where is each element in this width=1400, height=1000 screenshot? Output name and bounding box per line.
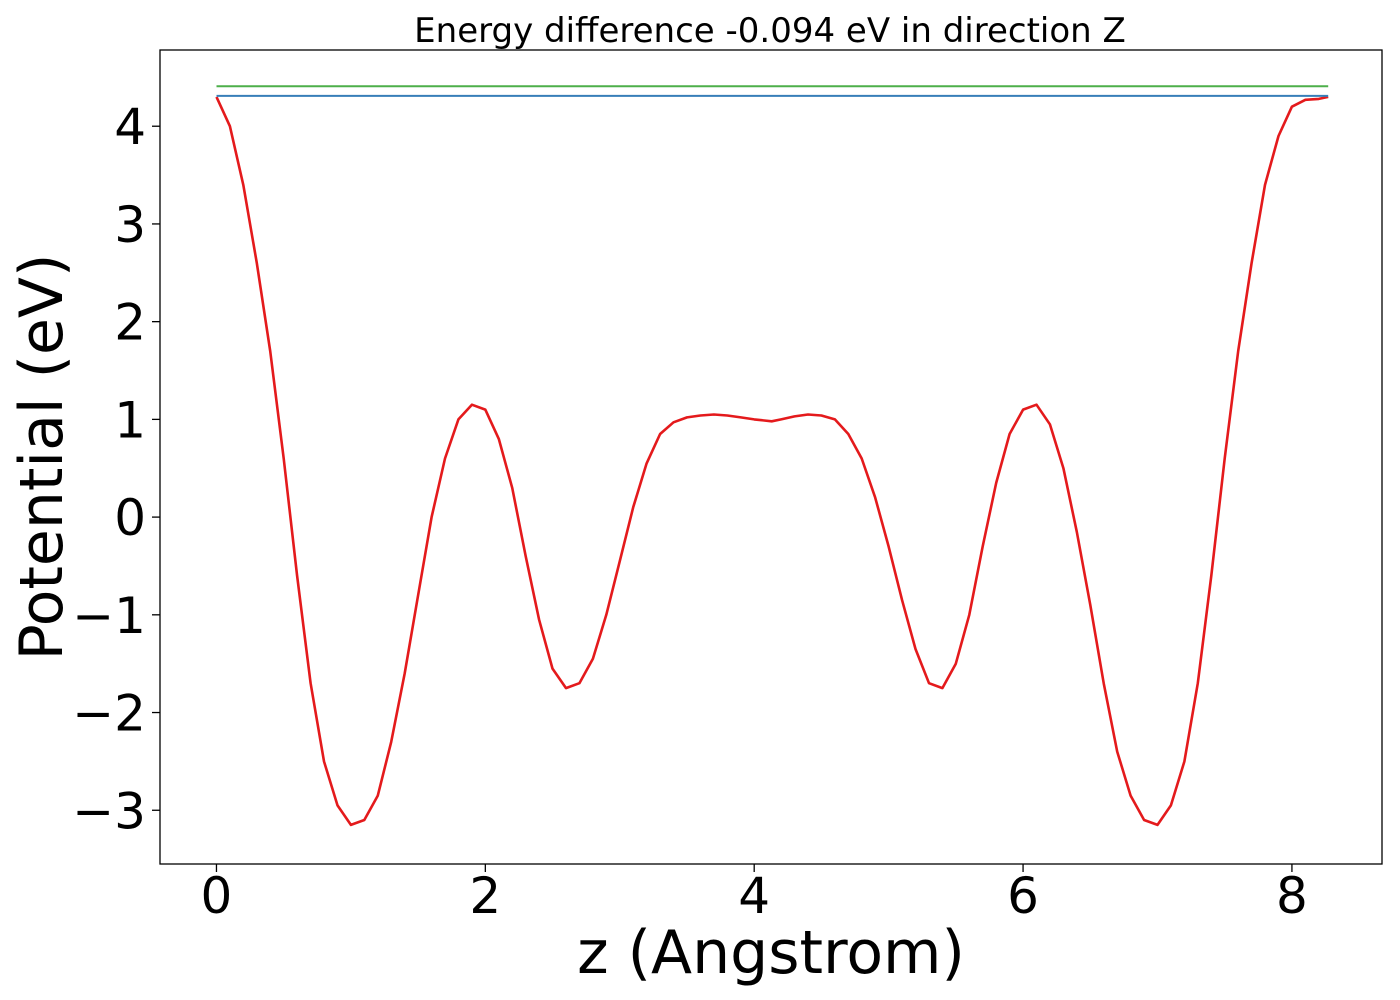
series-line-1	[215, 95, 1329, 827]
y-tick-label: −3	[72, 782, 146, 840]
x-tick-label: 0	[201, 867, 233, 925]
x-axis-ticks: 0 2 4 6 8	[201, 864, 1308, 925]
x-tick-label: 6	[1007, 867, 1039, 925]
y-tick-label: 2	[114, 294, 146, 352]
y-tick-label: 3	[114, 196, 146, 254]
y-tick-label: −1	[72, 587, 146, 645]
series-layer	[215, 85, 1329, 827]
y-tick-label: 1	[114, 391, 146, 449]
y-tick-label: 0	[114, 489, 146, 547]
y-tick-label: 4	[114, 98, 146, 156]
y-axis-ticks: −3 −2 −1 0 1 2 3 4	[72, 98, 160, 840]
chart-title: Energy difference -0.094 eV in direction…	[414, 11, 1126, 51]
plot-frame	[159, 49, 1383, 865]
x-tick-label: 8	[1276, 867, 1308, 925]
y-tick-label: −2	[72, 685, 146, 743]
x-tick-label: 4	[738, 867, 770, 925]
x-tick-label: 2	[469, 867, 501, 925]
y-axis-label: Potential (eV)	[7, 254, 77, 661]
x-axis-label: z (Angstrom)	[577, 918, 965, 988]
